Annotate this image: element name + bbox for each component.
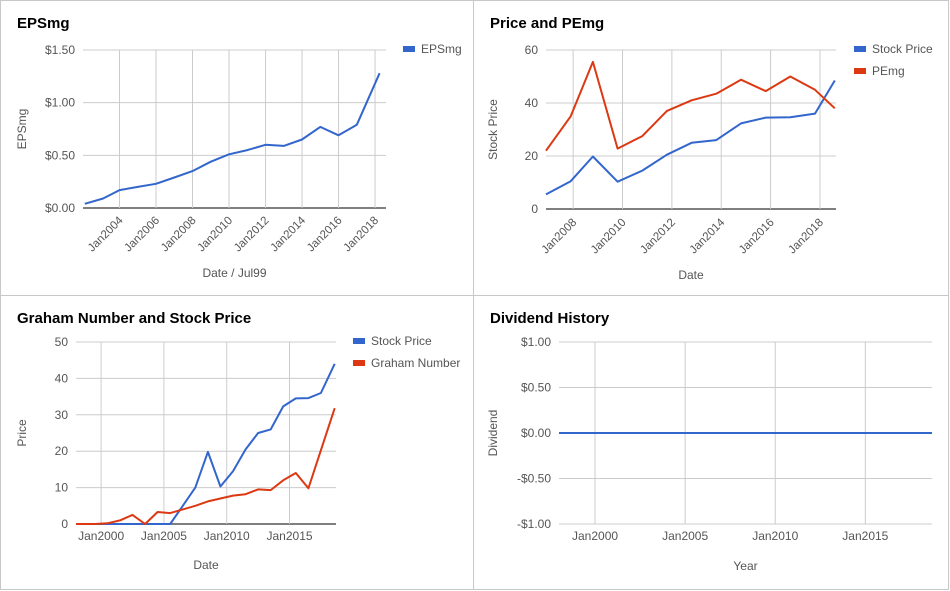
y-tick-label: $1.50 (45, 43, 75, 57)
eps-chart-panel: EPSmg $0.00 $0.50 $1.00 $1.50 Jan2004 Jan2006… (0, 0, 474, 296)
y-tick-label: 10 (55, 481, 69, 495)
y-tick-label: $0.00 (521, 426, 551, 440)
x-tick-label: Jan2015 (842, 529, 888, 543)
x-tick-label: Jan2010 (195, 215, 235, 255)
y-tick-label: 60 (525, 43, 539, 57)
chart-title: Price and PEmg (490, 15, 605, 32)
x-tick-label: Jan2000 (78, 529, 124, 543)
y-tick-label: 0 (61, 517, 68, 531)
y-tick-label: $0.50 (45, 148, 75, 162)
x-tick-label: Jan2006 (122, 215, 162, 255)
x-tick-label: Jan2014 (688, 216, 728, 256)
chart-svg: -$1.00 -$0.50 $0.00 $0.50 $1.00 Jan2000 Jan200… (486, 335, 932, 573)
dividend-chart-panel: Dividend History -$1.00 -$0.50 $0.00 $0.50 $… (473, 295, 949, 590)
x-tick-label: Jan2005 (141, 529, 187, 543)
legend-label: Stock Price (872, 42, 933, 56)
x-tick-label: Jan2015 (267, 529, 313, 543)
x-tick-label: Jan2016 (305, 215, 345, 255)
x-tick-label: Jan2008 (159, 215, 199, 255)
chart-svg: 0 10 20 30 40 50 Jan2000 Jan2005 Jan2010 Jan2015 D… (15, 334, 460, 572)
x-tick-label: Jan2016 (737, 217, 777, 257)
x-tick-label: Jan2010 (589, 217, 629, 257)
x-axis-label: Year (733, 559, 757, 573)
x-tick-label: Jan2004 (86, 214, 126, 254)
legend-swatch (854, 68, 866, 74)
y-axis-label: EPSmg (15, 109, 29, 150)
x-tick-label: Jan2000 (572, 529, 618, 543)
series-line (76, 363, 336, 525)
y-tick-label: 40 (525, 96, 539, 110)
legend-label: Stock Price (371, 334, 432, 348)
legend-swatch (353, 338, 365, 344)
y-axis-label: Stock Price (486, 99, 500, 160)
chart-svg: $0.00 $0.50 $1.00 $1.50 Jan2004Jan2006Jan200… (15, 42, 462, 280)
x-tick-label: Jan2012 (638, 217, 678, 257)
y-tick-label: 0 (531, 202, 538, 216)
y-tick-label: 50 (55, 335, 69, 349)
x-tick-label: Jan2018 (786, 217, 826, 257)
chart-title: Dividend History (490, 310, 610, 327)
legend-swatch (854, 46, 866, 52)
x-tick-label: Jan2008 (540, 217, 580, 257)
x-tick-label: Jan2005 (662, 529, 708, 543)
legend-label: Graham Number (371, 356, 460, 370)
x-tick-label: Jan2010 (752, 529, 798, 543)
y-tick-label: 40 (55, 371, 69, 385)
y-tick-label: -$1.00 (517, 517, 551, 531)
series-line (545, 79, 836, 196)
chart-title: EPSmg (17, 15, 70, 32)
y-tick-label: 20 (525, 149, 539, 163)
legend-label: PEmg (872, 64, 905, 78)
series-line (84, 72, 381, 205)
x-tick-label: Jan2010 (204, 529, 250, 543)
graham-chart-panel: Graham Number and Stock Price 0 10 20 30 40 5… (0, 295, 474, 590)
x-tick-label: Jan2018 (341, 215, 381, 255)
series-line (76, 407, 336, 525)
x-tick-label: Jan2014 (268, 214, 308, 254)
x-axis-label: Date / Jul99 (202, 266, 266, 280)
series-line (545, 60, 836, 152)
y-tick-label: 30 (55, 408, 69, 422)
y-tick-label: $0.00 (45, 201, 75, 215)
x-axis-label: Date (678, 268, 704, 282)
y-tick-label: -$0.50 (517, 472, 551, 486)
y-axis-label: Price (15, 419, 29, 447)
x-tick-label: Jan2012 (232, 215, 272, 255)
legend-swatch (403, 46, 415, 52)
y-tick-label: 20 (55, 444, 69, 458)
y-axis-label: Dividend (486, 410, 500, 457)
legend-label: EPSmg (421, 42, 462, 56)
y-tick-label: $1.00 (45, 96, 75, 110)
price-pe-chart-panel: Price and PEmg 0 20 40 60 Jan2008 Jan2010 Jan2… (473, 0, 949, 296)
x-axis-label: Date (193, 558, 219, 572)
y-tick-label: $0.50 (521, 381, 551, 395)
legend-swatch (353, 360, 365, 366)
chart-title: Graham Number and Stock Price (17, 310, 252, 327)
y-tick-label: $1.00 (521, 335, 551, 349)
